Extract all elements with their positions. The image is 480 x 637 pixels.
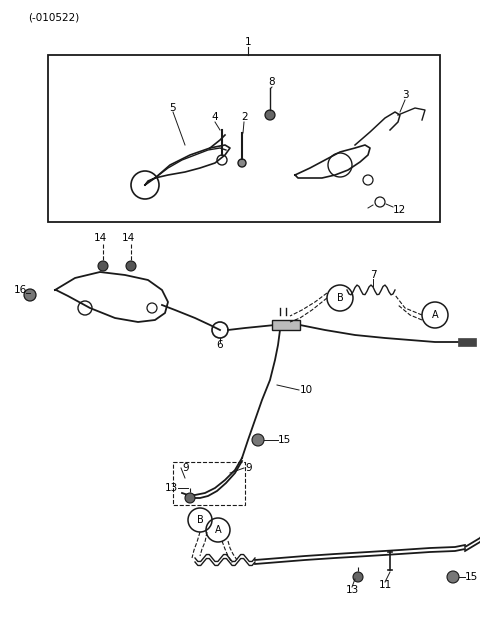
Text: 10: 10 xyxy=(300,385,313,395)
Text: B: B xyxy=(197,515,204,525)
Circle shape xyxy=(185,493,195,503)
Bar xyxy=(458,338,476,346)
Text: 13: 13 xyxy=(346,585,359,595)
Text: 9: 9 xyxy=(245,463,252,473)
Text: 1: 1 xyxy=(245,37,252,47)
Text: 4: 4 xyxy=(212,112,218,122)
Text: 14: 14 xyxy=(121,233,134,243)
Text: 12: 12 xyxy=(393,205,406,215)
Text: (-010522): (-010522) xyxy=(28,12,79,22)
Circle shape xyxy=(98,261,108,271)
Text: 6: 6 xyxy=(216,340,223,350)
Text: 15: 15 xyxy=(278,435,291,445)
Text: 11: 11 xyxy=(378,580,392,590)
Text: 13: 13 xyxy=(165,483,178,493)
Circle shape xyxy=(353,572,363,582)
Circle shape xyxy=(265,110,275,120)
Text: 16: 16 xyxy=(14,285,27,295)
Text: 15: 15 xyxy=(465,572,478,582)
Bar xyxy=(272,320,300,330)
Text: A: A xyxy=(215,525,221,535)
Text: 7: 7 xyxy=(370,270,376,280)
Circle shape xyxy=(24,289,36,301)
Circle shape xyxy=(238,159,246,167)
Text: B: B xyxy=(336,293,343,303)
Circle shape xyxy=(252,434,264,446)
Text: 9: 9 xyxy=(182,463,189,473)
Text: 5: 5 xyxy=(170,103,176,113)
Circle shape xyxy=(126,261,136,271)
Text: 3: 3 xyxy=(402,90,408,100)
Text: A: A xyxy=(432,310,438,320)
Bar xyxy=(48,55,440,222)
Text: 2: 2 xyxy=(242,112,248,122)
Text: 8: 8 xyxy=(269,77,276,87)
Text: 14: 14 xyxy=(94,233,107,243)
Circle shape xyxy=(447,571,459,583)
